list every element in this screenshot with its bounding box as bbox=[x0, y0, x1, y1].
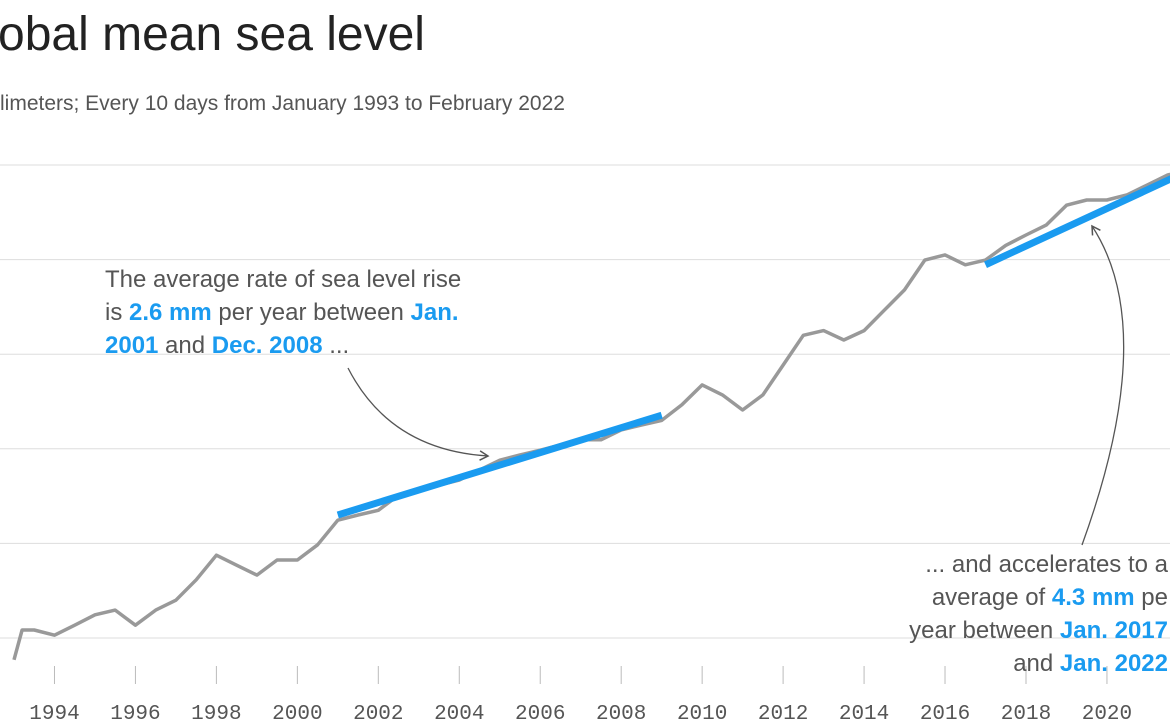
annotation-text: ... bbox=[323, 332, 350, 359]
annotation-text: and bbox=[158, 332, 211, 359]
annotation-text: per year between bbox=[212, 299, 411, 326]
annotation-line: year between Jan. 2017 bbox=[909, 617, 1168, 644]
x-tick-label: 2010 bbox=[677, 703, 727, 725]
annotation-line: is 2.6 mm per year between Jan. bbox=[105, 299, 459, 326]
annotation-text: and bbox=[1013, 650, 1060, 677]
annotation-line: ... and accelerates to a bbox=[925, 551, 1168, 578]
x-tick-label: 1994 bbox=[29, 703, 79, 725]
x-tick-label: 2008 bbox=[596, 703, 646, 725]
annotation-line: The average rate of sea level rise bbox=[105, 266, 461, 293]
x-tick-label: 2012 bbox=[758, 703, 808, 725]
trend-line bbox=[336, 411, 663, 519]
x-tick-label: 2018 bbox=[1001, 703, 1051, 725]
x-tick-label: 2004 bbox=[434, 703, 484, 725]
annotation-text: ... and accelerates to a bbox=[925, 551, 1168, 578]
annotation-text: 4.3 mm bbox=[1052, 584, 1135, 611]
annotation-text: The average rate of sea level rise bbox=[105, 266, 461, 293]
arrow bbox=[347, 367, 490, 461]
x-tick-label: 2016 bbox=[920, 703, 970, 725]
annotation-line: and Jan. 2022 bbox=[1013, 650, 1168, 677]
annotation-text: Jan. bbox=[411, 299, 459, 326]
annotation-text: Jan. 2017 bbox=[1060, 617, 1168, 644]
annotation-text: Jan. 2022 bbox=[1060, 650, 1168, 677]
annotation-text: is bbox=[105, 299, 129, 326]
arrow bbox=[1081, 224, 1125, 546]
annotation-text: average of bbox=[932, 584, 1052, 611]
annotation-line: 2001 and Dec. 2008 ... bbox=[105, 332, 349, 359]
x-tick-label: 2000 bbox=[272, 703, 322, 725]
annotation-text: pe bbox=[1135, 584, 1168, 611]
x-tick-label: 2006 bbox=[515, 703, 565, 725]
chart-title: obal mean sea level bbox=[0, 8, 425, 61]
annotation-line: average of 4.3 mm pe bbox=[932, 584, 1168, 611]
trend-line bbox=[984, 175, 1170, 268]
chart-subtitle: limeters; Every 10 days from January 199… bbox=[0, 92, 565, 115]
annotation-text: 2.6 mm bbox=[129, 299, 212, 326]
x-tick-label: 2002 bbox=[353, 703, 403, 725]
x-tick-label: 1996 bbox=[110, 703, 160, 725]
annotation-text: Dec. 2008 bbox=[212, 332, 323, 359]
x-tick-label: 2014 bbox=[839, 703, 889, 725]
x-tick-label: 2020 bbox=[1082, 703, 1132, 725]
x-tick-label: 1998 bbox=[191, 703, 241, 725]
annotation-text: year between bbox=[909, 617, 1060, 644]
annotation-text: 2001 bbox=[105, 332, 158, 359]
